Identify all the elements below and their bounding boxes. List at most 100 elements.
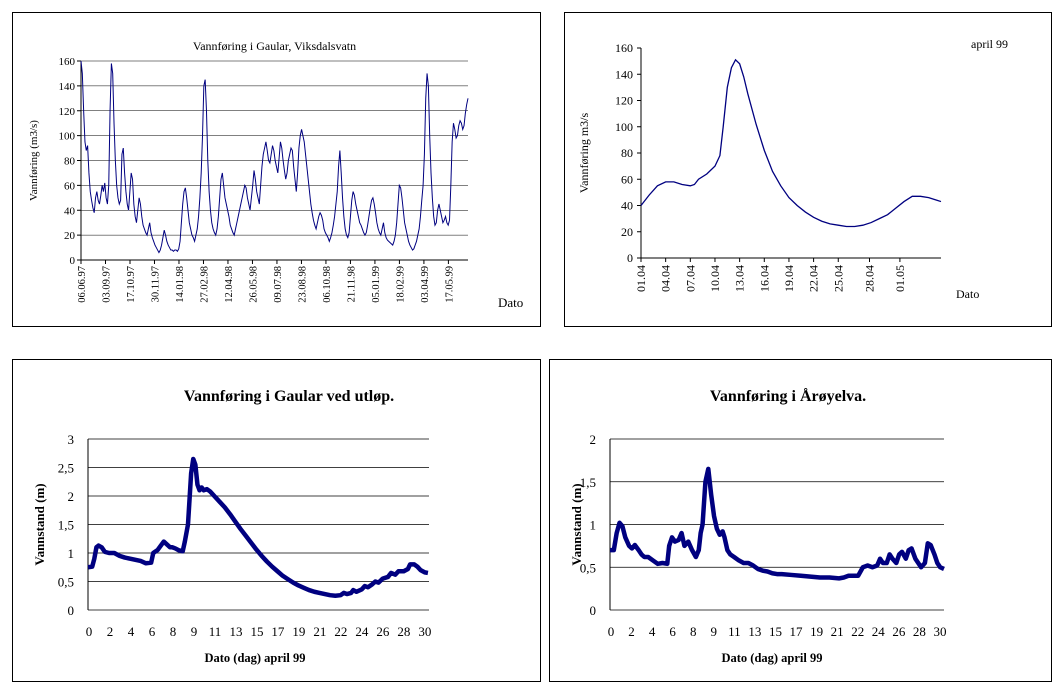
y-tick-label: 60 <box>64 180 76 192</box>
x-tick-label: 16.04 <box>757 265 771 292</box>
y-tick-label: 0,5 <box>580 560 596 575</box>
y-tick-label: 0,5 <box>58 575 74 590</box>
x-tick-label: 13 <box>748 624 761 639</box>
x-tick-label: 17.10.97 <box>126 266 137 303</box>
y-tick-label: 160 <box>59 56 76 68</box>
x-tick-label: 21 <box>831 624 844 639</box>
chart-annotation: april 99 <box>971 37 1008 51</box>
y-tick-label: 2 <box>590 432 597 447</box>
x-tick-label: 25.04 <box>831 265 845 292</box>
y-axis-label: Vannstand (m) <box>32 483 47 565</box>
x-tick-label: 24 <box>872 624 886 639</box>
y-tick-label: 160 <box>615 41 633 55</box>
chart-panel-gaular-utlop: Vannføring i Gaular ved utløp. 0 0,5 1 1,5 2 2… <box>12 359 541 682</box>
x-tick-label: 26 <box>892 624 906 639</box>
x-axis-label: Dato <box>956 287 979 301</box>
x-tick-label: 28 <box>913 624 926 639</box>
series-line <box>610 466 945 581</box>
x-tick-label: 24 <box>355 624 369 639</box>
x-axis-label: Dato (dag) april 99 <box>721 651 822 665</box>
y-tick-label: 120 <box>615 94 633 108</box>
y-tick-label: 140 <box>615 67 633 81</box>
x-tick-label: 01.04 <box>634 265 648 292</box>
x-tick-label: 15 <box>250 624 263 639</box>
x-tick-label: 15 <box>769 624 782 639</box>
y-tick-label: 0 <box>590 603 597 618</box>
chart-gaular-utlop: Vannføring i Gaular ved utløp.00,511,522… <box>32 388 431 665</box>
x-tick-label: 14.01.98 <box>175 266 186 303</box>
chart-title: Vannføring i Gaular, Viksdalsvatn <box>193 39 356 53</box>
x-tick-label: 9 <box>191 624 198 639</box>
x-tick-label: 30 <box>418 624 431 639</box>
chart-panel-april99: 0 20 40 60 80 100 120 140 160 01.04 04.04 07.04 10.0… <box>564 12 1052 327</box>
chart-title: Vannføring i Årøyelva. <box>710 387 866 405</box>
x-tick-label: 07.04 <box>683 265 697 292</box>
x-tick-label: 12.04.98 <box>224 266 235 303</box>
x-tick-label: 21.11.98 <box>346 266 357 302</box>
series-line <box>87 456 429 598</box>
chart-aroyelva: Vannføring i Årøyelva.00,511,520 2 4 6 8 9 11 1… <box>569 387 946 665</box>
x-tick-label: 0 <box>86 624 93 639</box>
y-tick-label: 120 <box>59 106 76 118</box>
x-tick-label: 23.08.98 <box>297 266 308 303</box>
y-tick-label: 60 <box>621 172 633 186</box>
x-tick-label: 09.07.98 <box>273 266 284 303</box>
x-tick-label: 22 <box>334 624 347 639</box>
x-tick-label: 8 <box>170 624 177 639</box>
x-axis-label: Dato (dag) april 99 <box>204 651 305 665</box>
y-tick-label: 40 <box>64 205 76 217</box>
y-tick-label: 2 <box>68 489 75 504</box>
y-axis-label: Vannstand (m) <box>569 483 584 565</box>
y-tick-label: 0 <box>68 603 75 618</box>
x-tick-label: 6 <box>149 624 156 639</box>
y-axis-label: Vannføring (m3/s) <box>28 120 40 201</box>
y-tick-label: 1,5 <box>58 518 74 533</box>
x-tick-label: 01.05 <box>893 265 907 292</box>
chart-title: Vannføring i Gaular ved utløp. <box>184 388 394 405</box>
x-tick-label: 03.04.99 <box>420 266 431 303</box>
x-tick-label: 19 <box>292 624 305 639</box>
x-tick-label: 11 <box>728 624 741 639</box>
x-axis-label: Dato <box>498 295 523 310</box>
x-tick-label: 8 <box>690 624 697 639</box>
x-tick-label: 13 <box>229 624 242 639</box>
y-tick-label: 80 <box>621 146 633 160</box>
x-tick-label: 9 <box>711 624 718 639</box>
x-tick-label: 26.05.98 <box>248 266 259 303</box>
x-tick-label: 10.04 <box>708 265 722 292</box>
x-tick-label: 05.01.99 <box>371 266 382 303</box>
x-tick-label: 2 <box>107 624 114 639</box>
x-tick-label: 13.04 <box>733 265 747 292</box>
x-tick-label: 4 <box>649 624 656 639</box>
chart-panel-aroyelva: Vannføring i Årøyelva. 0 0,5 1 1,5 2 0 2 4 6 8 9 11 1… <box>549 359 1052 682</box>
x-tick-label: 22 <box>851 624 864 639</box>
y-tick-label: 0 <box>627 251 633 265</box>
x-tick-label: 2 <box>628 624 635 639</box>
x-tick-label: 06.06.97 <box>77 266 88 303</box>
y-tick-label: 80 <box>64 156 76 168</box>
x-tick-label: 17 <box>271 624 285 639</box>
y-axis-label: Vannføring m3/s <box>577 113 591 194</box>
y-tick-label: 1 <box>590 518 597 533</box>
x-tick-label: 27.02.98 <box>199 266 210 303</box>
x-tick-label: 30.11.97 <box>150 266 161 302</box>
series-line <box>80 60 469 254</box>
y-tick-label: 20 <box>621 225 633 239</box>
x-tick-label: 06.10.98 <box>322 266 333 303</box>
y-tick-label: 2,5 <box>58 461 74 476</box>
y-tick-label: 100 <box>615 120 633 134</box>
x-tick-label: 17.05.99 <box>444 266 455 303</box>
x-tick-label: 18.02.99 <box>395 266 406 303</box>
y-tick-label: 140 <box>59 81 76 93</box>
x-tick-label: 17 <box>790 624 804 639</box>
y-tick-label: 0 <box>70 255 76 267</box>
y-tick-label: 40 <box>621 199 633 213</box>
chart-panel-viksdalsvatn: Vannføring i Gaular, Viksdalsvatn 0 20 40 60… <box>12 12 541 327</box>
x-tick-label: 28 <box>397 624 410 639</box>
x-tick-label: 21 <box>313 624 326 639</box>
x-tick-label: 6 <box>669 624 676 639</box>
y-tick-label: 1 <box>68 546 75 561</box>
x-tick-label: 03.09.97 <box>101 266 112 303</box>
series-line <box>640 58 942 228</box>
x-tick-label: 19.04 <box>782 265 796 292</box>
